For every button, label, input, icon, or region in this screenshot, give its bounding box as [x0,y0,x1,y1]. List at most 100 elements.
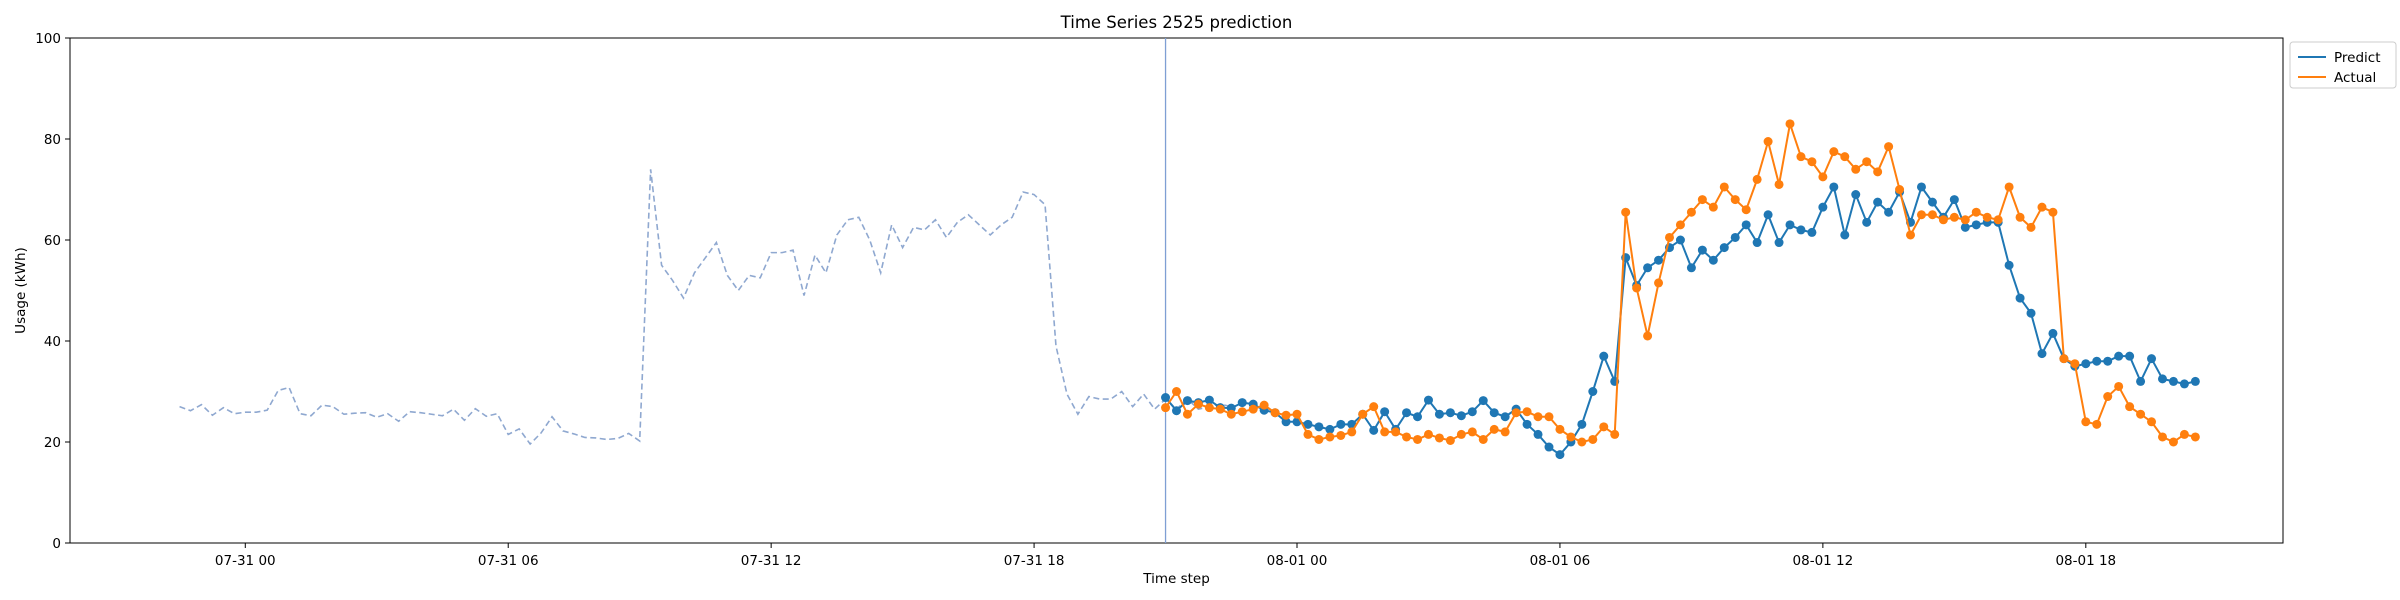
actual-point [2103,392,2113,402]
predict-point [1697,245,1707,255]
actual-point [2037,202,2047,212]
x-tick-label: 07-31 00 [215,553,276,569]
predict-point [1544,442,1554,452]
actual-point [1237,407,1247,417]
x-tick-label: 07-31 18 [1004,553,1065,569]
actual-point [1577,437,1587,447]
actual-point [1226,409,1236,419]
actual-point [1182,409,1192,419]
actual-point [1248,404,1258,414]
actual-point [1489,424,1499,434]
predict-point [1675,235,1685,245]
predict-point [1763,210,1773,220]
history-layer [179,169,1232,446]
plot-area [69,37,2284,544]
history-line [179,169,1232,446]
predict-point [2114,351,2124,361]
y-axis: 0 20 40 60 80 100 [35,31,70,552]
predict-point [1840,230,1850,240]
predict-point [1774,238,1784,248]
actual-point [1665,232,1674,242]
predict-point [2037,349,2047,359]
actual-point [1807,157,1817,167]
actual-point [1916,210,1926,220]
actual-point [1434,433,1444,443]
actual-point [1347,427,1357,437]
actual-point [2026,222,2036,232]
predict-point [2179,379,2189,389]
actual-point [2125,402,2135,412]
predict-point [1434,409,1444,419]
actual-point [1686,207,1696,217]
actual-point [1873,167,1883,177]
actual-point [2190,432,2200,442]
actual-point [2070,359,2080,369]
actual-point [1292,409,1302,419]
actual-point [1402,432,1412,442]
actual-point [2136,409,2146,419]
actual-point [1818,172,1828,182]
predict-point [2190,376,2200,386]
actual-point [1829,147,1839,157]
predict-point [1577,419,1587,429]
predict-point [1402,408,1412,418]
actual-point [2048,207,2058,217]
predict-point [1204,395,1214,405]
predict-point [2168,376,2178,386]
actual-point [1632,283,1642,293]
y-tick-label: 60 [44,233,61,249]
actual-point [1927,210,1937,220]
predict-point [1500,412,1510,422]
actual-point [1533,412,1543,422]
predict-point [1643,263,1653,273]
actual-point [1763,137,1773,147]
x-tick-label: 08-01 06 [1530,553,1591,569]
actual-point [2015,212,2025,222]
actual-point [1467,427,1477,437]
actual-point [1993,215,2003,225]
actual-point [1862,157,1872,167]
predict-point [1369,425,1379,435]
predict-point [2026,308,2036,318]
predict-point [2125,351,2135,361]
actual-point [2004,182,2014,192]
x-tick-label: 08-01 12 [1793,553,1854,569]
actual-point [1259,400,1269,410]
actual-point [1675,220,1685,230]
predict-point [1314,422,1324,432]
actual-point [1303,429,1313,439]
x-tick-label: 08-01 00 [1267,553,1328,569]
actual-point [1193,399,1203,409]
predict-point [1445,408,1455,418]
predict-point [1522,419,1532,429]
actual-point [2059,354,2069,364]
predict-point [1325,424,1335,434]
predict-point [1686,263,1696,273]
predict-point [1423,395,1433,405]
actual-point [1719,182,1729,192]
y-tick-label: 20 [44,435,61,451]
actual-point [1336,430,1346,440]
actual-point [1982,212,1992,222]
predict-point [1599,351,1609,361]
actual-point [1708,202,1718,212]
actual-point [1906,230,1916,240]
predict-point [1478,396,1488,406]
actual-point [1456,429,1466,439]
predict-point [1467,407,1477,417]
x-axis: 07-31 00 07-31 06 07-31 12 07-31 18 08-01 00… [215,543,2116,569]
actual-point [1215,404,1225,414]
predict-point [1884,207,1894,217]
actual-point [1172,387,1181,396]
predict-point [1172,406,1181,416]
predict-point [1489,408,1499,418]
actual-point [1380,427,1390,437]
actual-point [1654,278,1664,288]
predict-point [1807,227,1817,237]
x-axis-title: Time step [1142,571,1210,587]
actual-point [1785,119,1795,129]
actual-point [1599,422,1609,432]
actual-point [1774,179,1784,189]
actual-point [1445,435,1455,445]
actual-point [1895,185,1905,194]
